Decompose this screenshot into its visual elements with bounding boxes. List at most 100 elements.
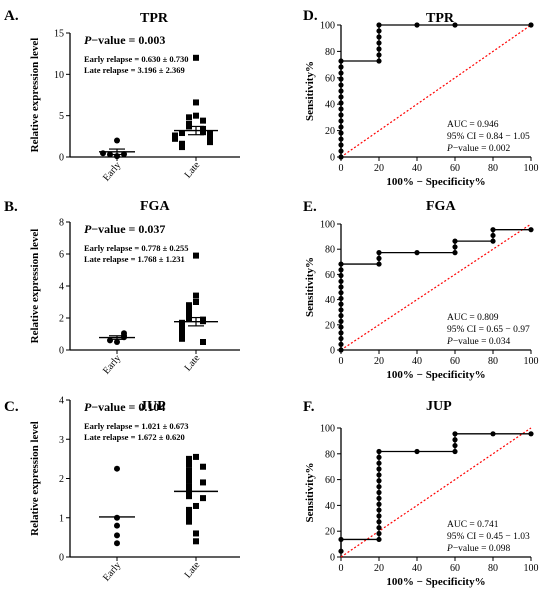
roc-point [338, 70, 344, 76]
roc-panel-fga: 0 20 40 60 80 100 0 20 40 60 80 100 Sensitivity% 100%… [304, 220, 539, 382]
roc-point [376, 466, 382, 472]
roc-point [376, 448, 382, 455]
panel-title: JUP [426, 399, 452, 414]
roc-point [338, 330, 344, 336]
roc-point [338, 106, 344, 112]
x-tick-label: 60 [450, 563, 460, 574]
late-point [186, 506, 192, 513]
roc-point [376, 28, 382, 34]
late-point [172, 135, 178, 142]
early-point [114, 522, 120, 529]
roc-pvalue: P−value = 0.002 [446, 144, 510, 154]
panel-label: E. [303, 199, 317, 215]
roc-point [376, 525, 382, 531]
roc-pvalue-suffix: −value = 0.034 [453, 337, 511, 347]
x-tick-label: 100 [524, 163, 539, 174]
early-point [114, 514, 120, 521]
roc-point [376, 484, 382, 490]
roc-point [414, 448, 420, 455]
roc-point [452, 244, 458, 250]
late-point [207, 131, 213, 138]
x-tick-label: 40 [412, 563, 422, 574]
roc-point [376, 472, 382, 478]
late-point [186, 483, 192, 490]
panel-label: A. [4, 8, 19, 24]
late-point [200, 495, 206, 502]
roc-point [376, 261, 382, 267]
roc-point [338, 112, 344, 118]
pvalue-text-suffix: −value = 0.003 [91, 33, 165, 47]
pvalue-text: P−value = 0.003 [84, 33, 165, 47]
roc-point [338, 76, 344, 82]
late-point [193, 112, 199, 119]
reference-diagonal [340, 223, 532, 351]
y-tick-label: 20 [325, 320, 335, 331]
panel-title: TPR [426, 11, 455, 26]
roc-point [376, 513, 382, 519]
roc-point [376, 250, 382, 256]
roc-point [376, 454, 382, 460]
roc-point [338, 347, 344, 353]
roc-point [376, 501, 382, 507]
y-tick-label: 0 [59, 153, 64, 164]
y-tick-label: 0 [59, 346, 64, 357]
panel-label: B. [4, 199, 18, 215]
roc-point [338, 341, 344, 347]
early-point [114, 339, 120, 345]
roc-point [414, 22, 420, 28]
roc-point [338, 536, 344, 543]
early-point [107, 337, 113, 344]
y-tick-label: 100 [320, 220, 335, 231]
roc-point [452, 437, 458, 443]
late-point [186, 477, 192, 484]
x-tick-label: 100 [524, 563, 539, 574]
stats-line: Late relapse = 1.672 ± 0.620 [84, 432, 185, 442]
late-point [193, 538, 199, 545]
x-tick-label: 0 [339, 563, 344, 574]
roc-point [528, 431, 534, 437]
roc-point [376, 507, 382, 513]
y-tick-label: 6 [59, 250, 64, 261]
y-tick-label: 2 [59, 474, 64, 485]
roc-point [528, 22, 534, 28]
panel-label: F. [303, 399, 315, 415]
roc-point [490, 431, 496, 437]
late-point [193, 99, 199, 106]
late-point [200, 117, 206, 124]
roc-point [338, 88, 344, 94]
y-tick-label: 3 [59, 435, 64, 446]
roc-point [376, 536, 382, 543]
stats-line: Early relapse = 0.778 ± 0.255 [84, 243, 189, 253]
panel-title: JUP [140, 399, 166, 414]
roc-point [376, 22, 382, 28]
early-point [107, 151, 113, 158]
stats-line: Late relapse = 3.196 ± 2.369 [84, 65, 185, 75]
roc-point [338, 278, 344, 284]
x-axis-label: 100% − Specificity% [386, 176, 485, 188]
roc-point [376, 489, 382, 496]
scatter-panel-tpr: 0 5 10 15 Early Late Relative expression level… [29, 29, 240, 184]
roc-point [528, 227, 534, 233]
roc-point [338, 313, 344, 319]
roc-point [338, 284, 344, 290]
late-point [193, 502, 199, 509]
late-point [193, 252, 199, 259]
late-point [179, 130, 185, 137]
roc-point [376, 495, 382, 501]
roc-point [338, 124, 344, 130]
scatter-panel-jup: 0 1 2 3 4 Early Late Relative expression level E… [29, 396, 240, 584]
x-tick-label: 20 [374, 356, 384, 367]
late-point [186, 493, 192, 500]
y-tick-label: 60 [325, 270, 335, 281]
roc-point [338, 118, 344, 124]
x-tick-label: 80 [488, 563, 498, 574]
late-point [186, 461, 192, 468]
roc-point [452, 238, 458, 244]
late-point [193, 530, 199, 537]
roc-point [338, 335, 344, 342]
y-tick-label: 2 [59, 314, 64, 325]
y-tick-label: 8 [59, 218, 64, 229]
auc-line: 95% CI = 0.84 − 1.05 [447, 132, 530, 142]
late-point [186, 123, 192, 130]
